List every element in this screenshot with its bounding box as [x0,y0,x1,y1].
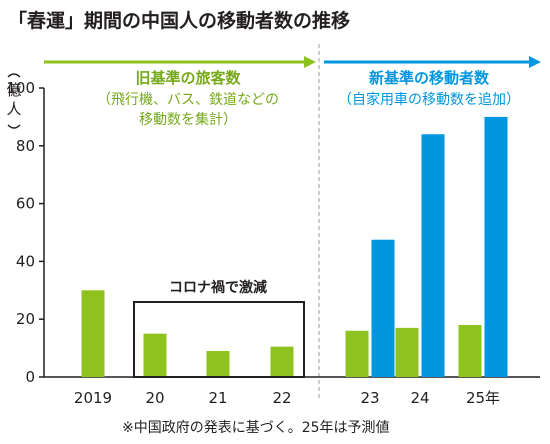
new-standard-arrowhead [529,56,541,68]
legend-old-standard-note-1: （飛行機、バス、鉄道などの [97,92,279,108]
legend-new-standard: 新基準の移動者数 [369,69,490,87]
x-axis-ticks: 2019 20 21 22 23 24 25年 [74,389,500,407]
x-tick-label: 22 [272,389,291,407]
y-unit-char: 億 [6,81,21,99]
x-tick-label: 21 [208,389,227,407]
old-standard-arrowhead [304,56,316,68]
bar-new-standard-25年 [484,116,508,378]
bar-old-standard-2019 [81,290,105,377]
bar-old-standard-22 [270,346,294,377]
bar-old-standard-25年 [458,324,482,377]
bar-old-standard-21 [206,350,230,377]
x-tick-label: 23 [360,389,379,407]
y-tick-label: 40 [16,252,35,270]
legend-new-standard-note-1: （自家用車の移動数を追加） [338,91,520,108]
bar-new-standard-24 [421,134,445,377]
legend-old-standard: 旧基準の旅客数 [135,69,241,87]
legend-old-standard-note-2: 移動数を集計） [139,111,237,128]
covid-annotation-box [133,301,305,378]
covid-annotation-label: コロナ禍で激減 [169,279,267,296]
y-unit-char: 人 [6,100,21,118]
y-tick-label: 60 [16,195,35,213]
source-note: ※中国政府の発表に基づく。25年は予測値 [122,419,390,436]
y-axis-ticks: 0 20 40 60 80 100 [6,79,44,386]
bar-old-standard-20 [143,333,167,377]
chart-title: 「春運」期間の中国人の移動者数の推移 [8,9,350,32]
y-unit-open-paren [7,73,21,78]
y-unit-close-paren [7,124,21,129]
y-tick-label: 20 [16,310,35,328]
y-axis-unit-label: 億人 [6,73,22,129]
bar-old-standard-23 [345,330,369,377]
x-tick-label: 25年 [466,389,500,407]
y-tick-label: 80 [16,137,35,155]
y-tick-label: 0 [25,368,35,386]
y-tick-label: 100 [6,79,35,97]
x-tick-label: 24 [410,389,429,407]
bars [81,116,508,378]
bar-old-standard-24 [395,327,419,377]
x-tick-label: 2019 [74,389,112,407]
bar-new-standard-23 [371,239,395,377]
x-tick-label: 20 [145,389,164,407]
